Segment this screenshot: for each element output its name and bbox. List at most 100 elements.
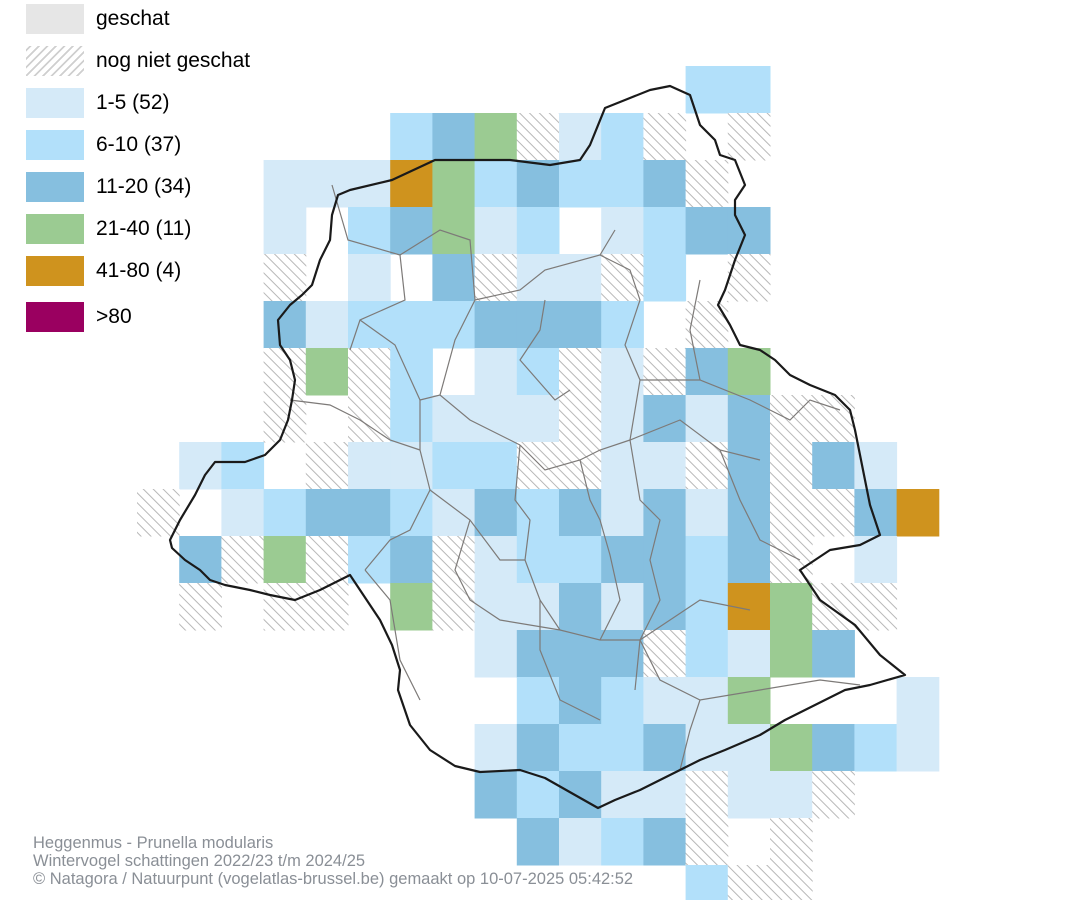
grid-cell — [432, 113, 476, 161]
grid-cell — [643, 677, 687, 725]
legend-item: 21-40 (11) — [26, 214, 346, 246]
grid-cell — [474, 771, 518, 819]
grid-cell — [770, 630, 813, 678]
legend-swatch — [26, 130, 84, 160]
grid-cell — [601, 583, 644, 631]
grid-cell-not-estimated — [263, 583, 307, 631]
grid-cell — [348, 536, 391, 584]
region-outline — [168, 84, 907, 810]
legend-label: 11-20 (34) — [96, 175, 192, 198]
grid-cell — [727, 630, 771, 678]
survey-period: Wintervogel schattingen 2022/23 t/m 2024… — [33, 852, 366, 870]
grid-cell — [601, 536, 644, 584]
grid-cell-not-estimated — [685, 442, 729, 490]
grid-cell — [516, 818, 560, 866]
grid-cell — [727, 536, 771, 584]
grid-cell — [390, 160, 433, 208]
grid-cell — [601, 207, 644, 255]
grid-cell-not-estimated — [770, 489, 813, 537]
grid-cell — [390, 348, 433, 396]
grid-cell — [516, 630, 560, 678]
grid-cell — [263, 160, 307, 208]
grid-cell — [601, 160, 644, 208]
grid-cell — [516, 348, 560, 396]
grid-cell — [559, 771, 602, 819]
grid-cell-not-estimated — [348, 348, 391, 396]
grid-cell — [601, 724, 644, 772]
grid-cell — [601, 677, 644, 725]
district-boundaries — [289, 184, 861, 771]
grid-cell-not-estimated — [179, 583, 222, 631]
grid-cell — [390, 583, 433, 631]
grid-cell — [643, 442, 687, 490]
grid-cell — [348, 254, 391, 302]
grid-cell-not-estimated — [770, 818, 813, 866]
grid-cell — [685, 536, 729, 584]
grid-cell — [474, 113, 518, 161]
grid-cell-not-estimated — [305, 536, 349, 584]
grid-cell — [854, 442, 898, 490]
grid-cell — [685, 630, 729, 678]
grid-cell — [516, 583, 560, 631]
grid-cell-not-estimated — [643, 348, 687, 396]
grid-cell — [854, 724, 898, 772]
grid-cell-not-estimated — [516, 442, 560, 490]
grid-cell — [390, 301, 433, 349]
grid-cell-not-estimated — [812, 583, 855, 631]
grid-cell — [474, 160, 518, 208]
legend-label: geschat — [96, 7, 170, 30]
grid-cell — [305, 489, 349, 537]
grid-cell — [474, 442, 518, 490]
grid-cell — [390, 113, 433, 161]
grid-cell — [601, 818, 644, 866]
legend-item: nog niet geschat — [26, 46, 346, 78]
legend-item: 6-10 (37) — [26, 130, 346, 162]
grid-cell-not-estimated — [263, 348, 307, 396]
grid-cell-not-estimated — [348, 395, 391, 443]
grid-cell — [685, 583, 729, 631]
grid-cell — [727, 677, 771, 725]
grid-cell-not-estimated — [727, 113, 771, 161]
copyright-line: © Natagora / Natuurpunt (vogelatlas-brus… — [33, 870, 634, 888]
grid-cell-not-estimated — [854, 583, 898, 631]
grid-cell — [348, 160, 391, 208]
grid-cell-not-estimated — [685, 771, 729, 819]
grid-cell-not-estimated — [812, 771, 855, 819]
grid-cell — [516, 254, 560, 302]
grid-cell — [432, 301, 476, 349]
grid-cell — [812, 724, 855, 772]
grid-cell — [812, 442, 855, 490]
grid-cell — [685, 207, 729, 255]
grid-cell — [727, 348, 771, 396]
grid-cell — [305, 301, 349, 349]
grid-cell — [896, 677, 940, 725]
grid-cell — [432, 160, 476, 208]
grid-cell — [474, 724, 518, 772]
grid-cell-not-estimated — [559, 395, 602, 443]
map-credits: Heggenmus - Prunella modularis Wintervog… — [33, 834, 633, 888]
grid-cell — [601, 489, 644, 537]
grid-cell — [559, 724, 602, 772]
grid-cell — [263, 489, 307, 537]
species-name: Heggenmus - Prunella modularis — [33, 834, 274, 852]
grid-cell — [770, 771, 813, 819]
grid-cell-not-estimated — [812, 395, 855, 443]
legend-swatch — [26, 214, 84, 244]
legend-swatch — [26, 4, 84, 34]
legend-swatch — [26, 88, 84, 118]
grid-cell-not-estimated — [432, 536, 476, 584]
grid-cell — [559, 677, 602, 725]
legend-swatch — [26, 46, 84, 76]
grid-cell — [516, 301, 560, 349]
grid-cell — [559, 301, 602, 349]
grid-cell-not-estimated — [516, 113, 560, 161]
grid-cell — [263, 207, 307, 255]
grid-cell — [348, 442, 391, 490]
grid-cell — [812, 630, 855, 678]
grid-cell — [516, 724, 560, 772]
grid-cell-not-estimated — [770, 442, 813, 490]
legend-item: 11-20 (34) — [26, 172, 346, 204]
grid-cell — [727, 724, 771, 772]
grid-cells — [137, 66, 940, 900]
